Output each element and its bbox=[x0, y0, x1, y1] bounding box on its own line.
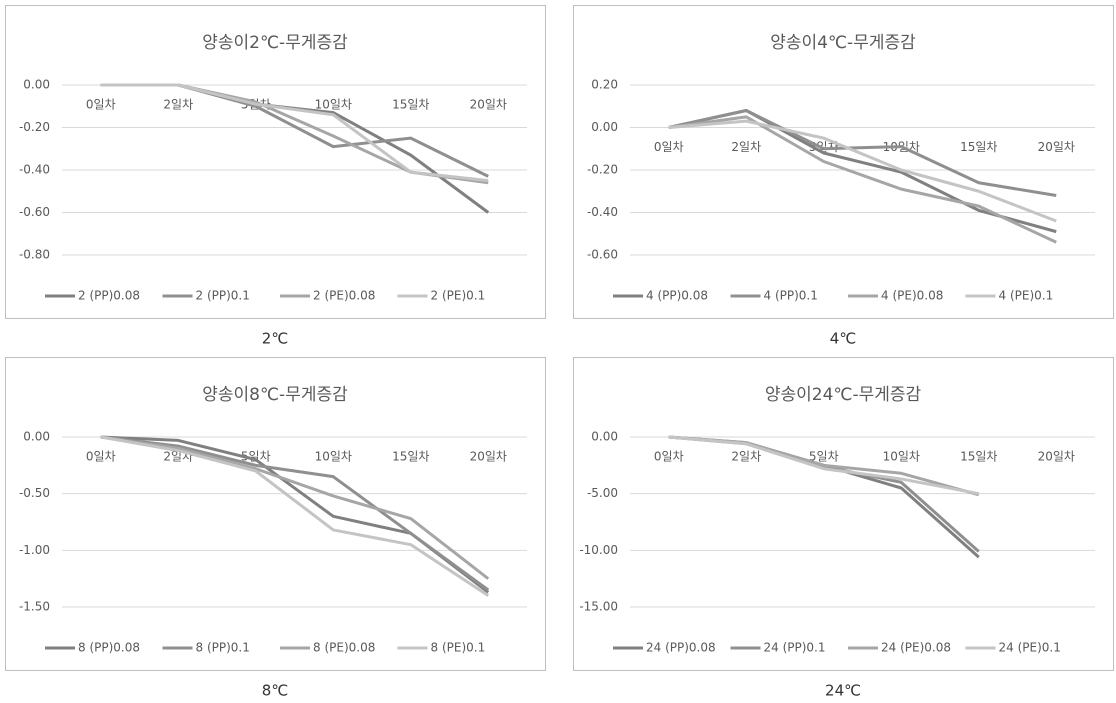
y-tick-label: -0.20 bbox=[19, 120, 50, 134]
caption: 4℃ bbox=[830, 330, 856, 348]
x-tick-label: 2일차 bbox=[163, 98, 193, 112]
legend-label: 24 (PE)0.08 bbox=[881, 641, 951, 655]
legend-label: 8 (PE)0.1 bbox=[431, 641, 486, 655]
y-tick-label: 0.00 bbox=[23, 430, 50, 444]
series-line bbox=[668, 109, 1057, 197]
x-tick-label: 0일차 bbox=[654, 450, 684, 464]
chart-frame bbox=[5, 357, 546, 671]
x-tick-label: 20일차 bbox=[1038, 140, 1075, 154]
y-tick-label: -0.60 bbox=[587, 248, 618, 262]
y-tick-label: 0.00 bbox=[591, 430, 618, 444]
x-tick-label: 20일차 bbox=[1038, 450, 1075, 464]
x-tick-label: 15일차 bbox=[392, 450, 429, 464]
legend-label: 4 (PE)0.08 bbox=[881, 289, 943, 303]
legend-label: 4 (PE)0.1 bbox=[999, 289, 1054, 303]
legend-label: 2 (PE)0.08 bbox=[313, 289, 375, 303]
y-tick-label: -15.00 bbox=[579, 600, 618, 614]
legend-label: 2 (PP)0.08 bbox=[78, 289, 140, 303]
x-tick-label: 0일차 bbox=[654, 140, 684, 154]
x-tick-label: 10일차 bbox=[315, 98, 352, 112]
series-line bbox=[100, 435, 490, 597]
x-tick-label: 20일차 bbox=[470, 450, 507, 464]
y-tick-label: 0.00 bbox=[591, 120, 618, 134]
series-line bbox=[100, 435, 490, 580]
x-tick-label: 5일차 bbox=[809, 450, 839, 464]
x-tick-label: 10일차 bbox=[315, 450, 352, 464]
series-line bbox=[668, 435, 980, 496]
legend-label: 4 (PP)0.1 bbox=[764, 289, 818, 303]
legend-label: 8 (PP)0.1 bbox=[196, 641, 250, 655]
x-tick-label: 15일차 bbox=[392, 98, 429, 112]
y-tick-label: -1.00 bbox=[19, 543, 50, 557]
legend-label: 8 (PP)0.08 bbox=[78, 641, 140, 655]
legend-label: 24 (PP)0.08 bbox=[646, 641, 716, 655]
caption: 2℃ bbox=[262, 330, 288, 348]
legend-label: 24 (PP)0.1 bbox=[764, 641, 826, 655]
series-line bbox=[100, 435, 490, 592]
y-tick-label: -0.40 bbox=[587, 205, 618, 219]
chart-frame bbox=[573, 5, 1114, 319]
legend-label: 24 (PE)0.1 bbox=[999, 641, 1061, 655]
chart-title: 양송이24℃-무게증감 bbox=[765, 385, 922, 405]
y-tick-label: -5.00 bbox=[587, 486, 618, 500]
chart-title: 양송이2℃-무게증감 bbox=[202, 33, 348, 53]
y-tick-label: -0.50 bbox=[19, 486, 50, 500]
chart-title: 양송이8℃-무게증감 bbox=[202, 385, 348, 405]
legend-label: 4 (PP)0.08 bbox=[646, 289, 708, 303]
y-tick-label: -0.60 bbox=[19, 205, 50, 219]
x-tick-label: 0일차 bbox=[86, 98, 116, 112]
x-tick-label: 10일차 bbox=[883, 450, 920, 464]
chart-frame bbox=[5, 5, 546, 319]
x-tick-label: 2일차 bbox=[731, 140, 761, 154]
series-line bbox=[100, 83, 489, 183]
y-tick-label: -1.50 bbox=[19, 600, 50, 614]
caption: 8℃ bbox=[262, 682, 288, 700]
y-tick-label: -0.20 bbox=[587, 163, 618, 177]
y-tick-label: -0.40 bbox=[19, 163, 50, 177]
legend-label: 2 (PP)0.1 bbox=[196, 289, 250, 303]
x-tick-label: 20일차 bbox=[470, 98, 507, 112]
x-tick-label: 15일차 bbox=[960, 450, 997, 464]
y-tick-label: -10.00 bbox=[579, 543, 618, 557]
x-tick-label: 2일차 bbox=[731, 450, 761, 464]
y-tick-label: 0.00 bbox=[23, 78, 50, 92]
chart-frame bbox=[573, 357, 1114, 671]
series-line bbox=[668, 115, 1057, 244]
caption: 24℃ bbox=[825, 682, 861, 700]
legend-label: 2 (PE)0.1 bbox=[431, 289, 486, 303]
x-tick-label: 5일차 bbox=[241, 450, 271, 464]
y-tick-label: 0.20 bbox=[591, 78, 618, 92]
chart-title: 양송이4℃-무게증감 bbox=[770, 33, 916, 53]
x-tick-label: 0일차 bbox=[86, 450, 116, 464]
series-line bbox=[668, 119, 1057, 223]
legend-label: 8 (PE)0.08 bbox=[313, 641, 375, 655]
y-tick-label: -0.80 bbox=[19, 248, 50, 262]
x-tick-label: 15일차 bbox=[960, 140, 997, 154]
